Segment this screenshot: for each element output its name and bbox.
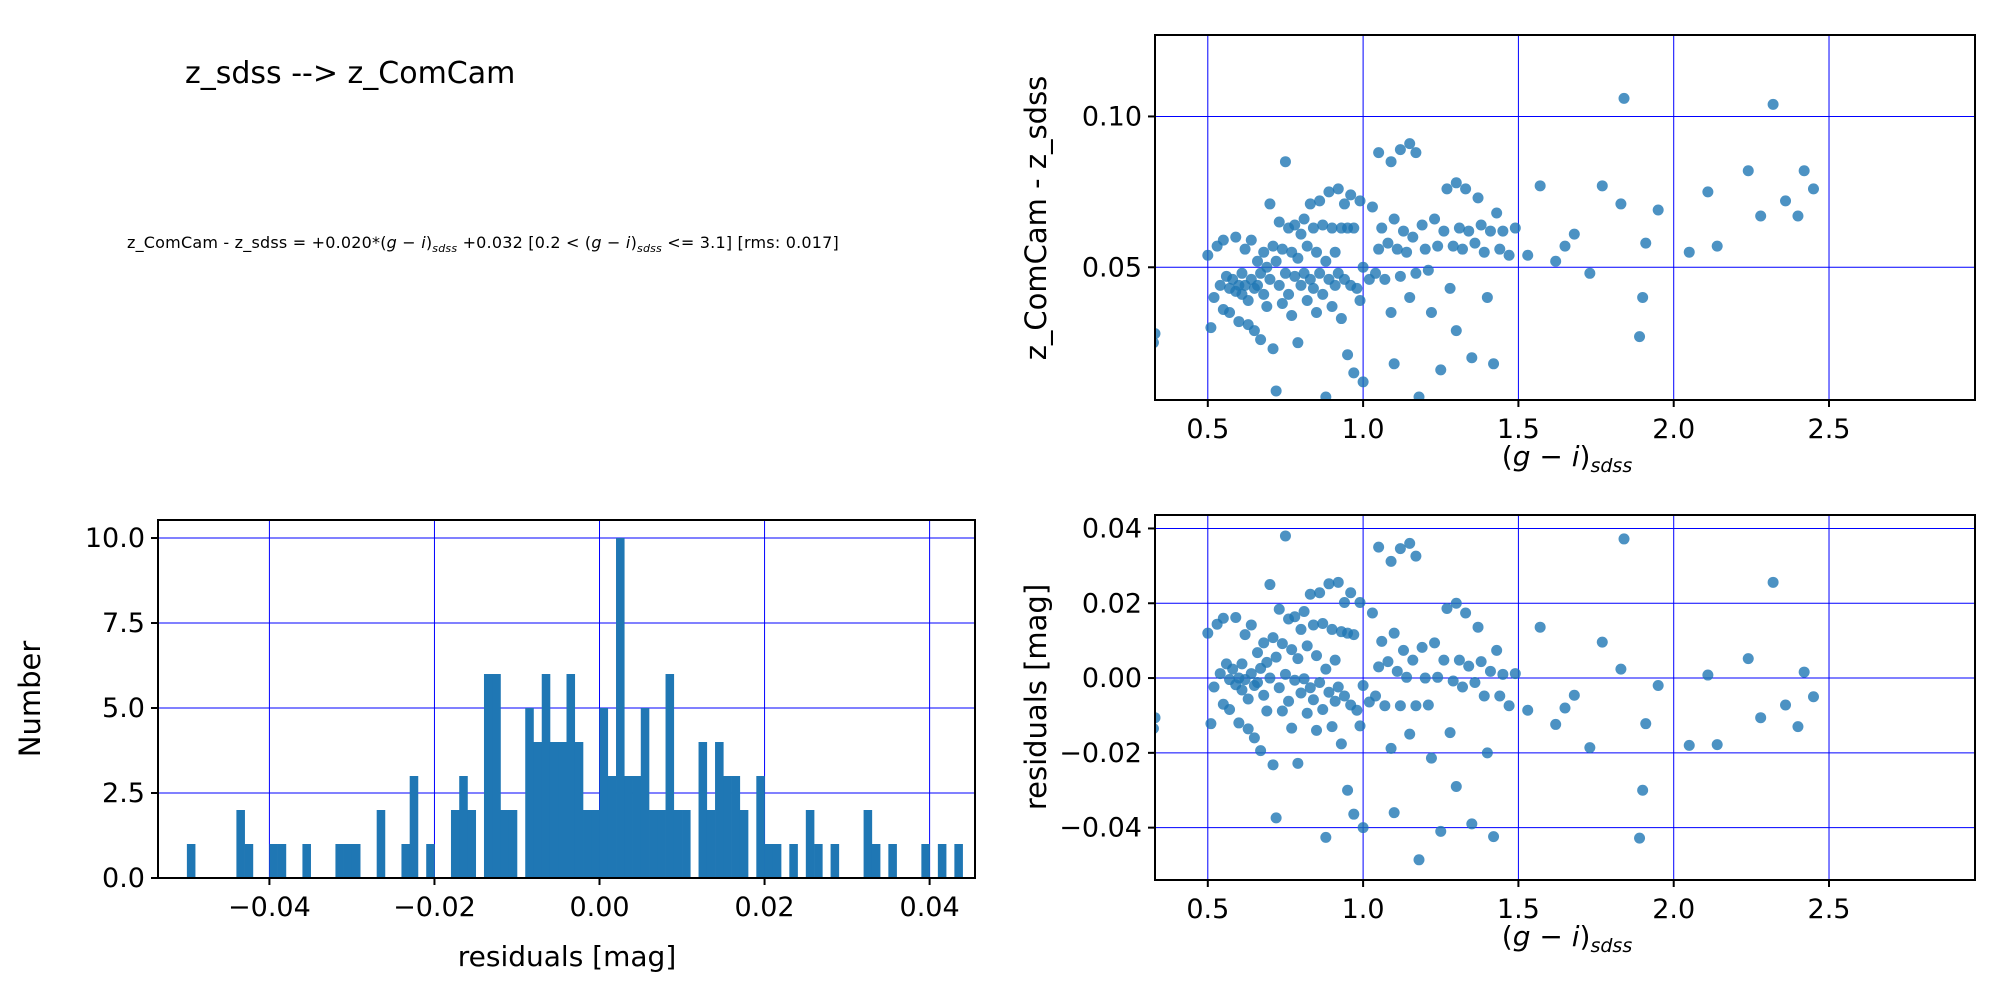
- svg-text:−0.04: −0.04: [1059, 813, 1142, 844]
- gridlines: [1155, 515, 1975, 880]
- top-scatter-xlabel: (g − i)sdss: [1501, 440, 1633, 477]
- top-scatter-plot: 0.5 1.0 1.5 2.0 2.5 0.05 0.10: [1082, 34, 1976, 445]
- svg-text:2.5: 2.5: [1808, 894, 1851, 925]
- axes-spines: [157, 519, 976, 879]
- tick-labels: −0.04 −0.02 0.00 0.02 0.04 0.0 2.5 5.0 7.5 10.0: [85, 523, 960, 923]
- svg-text:10.0: 10.0: [85, 523, 145, 554]
- svg-text:−0.02: −0.02: [1059, 738, 1142, 769]
- gridlines: [1155, 35, 1975, 400]
- axes-spines: [1154, 34, 1976, 401]
- svg-text:2.0: 2.0: [1652, 894, 1695, 925]
- svg-text:0.00: 0.00: [1082, 663, 1142, 694]
- svg-text:0.00: 0.00: [569, 892, 629, 923]
- axes-spines: [1154, 514, 1976, 881]
- svg-text:0.04: 0.04: [900, 892, 960, 923]
- figure-title: z_sdss --> z_ComCam: [185, 56, 516, 91]
- svg-text:0.5: 0.5: [1186, 894, 1229, 925]
- svg-text:0.04: 0.04: [1082, 513, 1142, 544]
- residual-scatter-plot: 0.5 1.0 1.5 2.0 2.5 −0.04 −0.02 0.00 0.02 0.04: [1059, 513, 1976, 925]
- svg-text:7.5: 7.5: [102, 608, 145, 639]
- tick-labels: 0.5 1.0 1.5 2.0 2.5 −0.04 −0.02 0.00 0.02 0.04: [1059, 513, 1850, 925]
- svg-text:1.5: 1.5: [1497, 894, 1540, 925]
- scatter-points: [1155, 92, 1819, 400]
- svg-text:−0.02: −0.02: [393, 892, 476, 923]
- tick-marks: [151, 537, 931, 885]
- hist-ylabel: Number: [13, 640, 47, 758]
- scatter-points: [1155, 530, 1819, 866]
- svg-text:0.0: 0.0: [102, 863, 145, 894]
- svg-text:1.0: 1.0: [1342, 414, 1385, 445]
- svg-text:2.0: 2.0: [1652, 414, 1695, 445]
- residual-scatter-ylabel: residuals [mag]: [1019, 583, 1053, 811]
- top-scatter-ylabel: z_ComCam - z_sdss: [1019, 75, 1053, 361]
- svg-text:5.0: 5.0: [102, 693, 145, 724]
- svg-text:0.02: 0.02: [734, 892, 794, 923]
- svg-text:2.5: 2.5: [1808, 414, 1851, 445]
- svg-text:0.5: 0.5: [1186, 414, 1229, 445]
- histogram-bars: [186, 538, 963, 878]
- fit-equation: z_ComCam - z_sdss = +0.020*(g − i)sdss +…: [127, 233, 839, 255]
- svg-text:−0.04: −0.04: [228, 892, 311, 923]
- svg-text:0.02: 0.02: [1082, 588, 1142, 619]
- svg-text:0.05: 0.05: [1082, 252, 1142, 283]
- residual-scatter-xlabel: (g − i)sdss: [1501, 920, 1633, 957]
- residual-histogram-plot: −0.04 −0.02 0.00 0.02 0.04 0.0 2.5 5.0 7.5 10.0: [85, 519, 976, 923]
- tick-marks: [1148, 527, 1831, 887]
- svg-text:2.5: 2.5: [102, 778, 145, 809]
- tick-labels: 0.5 1.0 1.5 2.0 2.5 0.05 0.10: [1082, 101, 1851, 445]
- svg-text:1.0: 1.0: [1342, 894, 1385, 925]
- svg-text:0.10: 0.10: [1082, 101, 1142, 132]
- hist-xlabel: residuals [mag]: [457, 940, 677, 973]
- svg-text:1.5: 1.5: [1497, 414, 1540, 445]
- tick-marks: [1148, 115, 1831, 407]
